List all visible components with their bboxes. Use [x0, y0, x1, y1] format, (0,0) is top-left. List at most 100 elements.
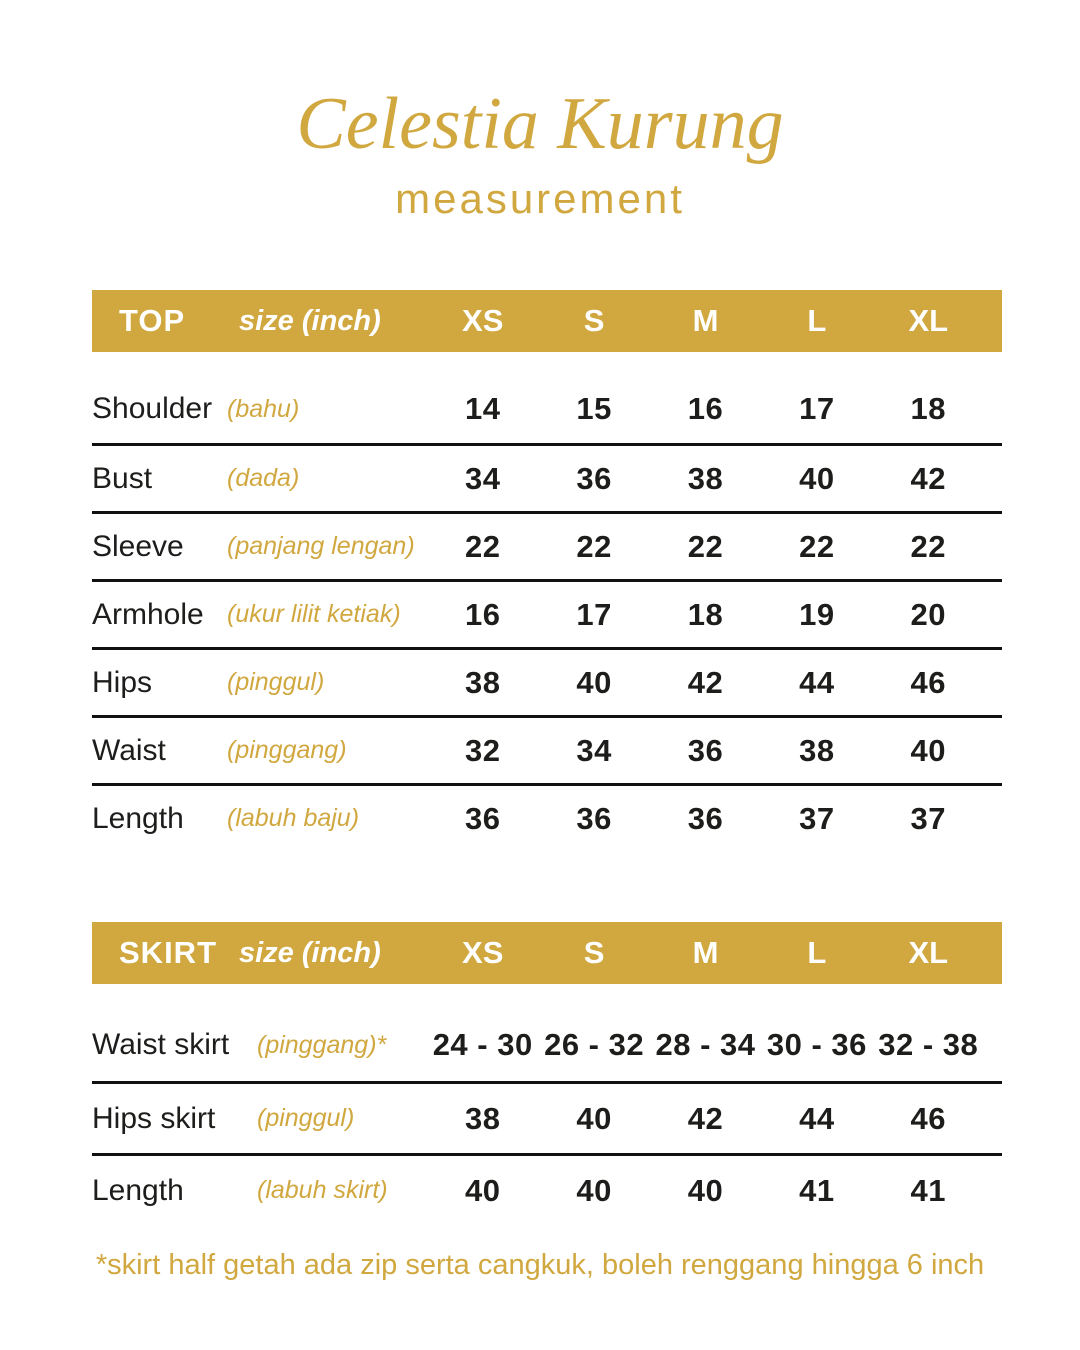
skirt-table-header: SKIRT size (inch) XS S M L XL — [92, 922, 1002, 984]
cell-value: 37 — [910, 800, 947, 836]
skirt-size-col-m: M — [692, 935, 719, 970]
skirt-table-title: SKIRT — [119, 935, 217, 970]
cell-value: 36 — [687, 800, 724, 836]
row-label: Hips — [92, 665, 153, 699]
cell-value: 36 — [687, 732, 724, 768]
row-label: Length — [92, 1173, 184, 1207]
skirt-footnote: *skirt half getah ada zip serta cangkuk,… — [95, 1249, 985, 1281]
top-size-col-m: M — [692, 303, 719, 338]
top-size-col-s: S — [583, 303, 605, 338]
cell-value: 17 — [799, 391, 835, 426]
row-label-malay: (pinggul) — [257, 1104, 355, 1132]
cell-value: 18 — [910, 391, 947, 426]
row-label: Shoulder — [92, 392, 213, 425]
top-table-body: Shoulder (bahu) 14 15 16 17 18 Bust (dad… — [92, 375, 1002, 851]
cell-value: 20 — [910, 596, 947, 632]
cell-value: 46 — [910, 1100, 947, 1136]
skirt-size-col-xs: XS — [462, 935, 504, 970]
cell-value: 22 — [910, 528, 947, 564]
cell-value: 22 — [464, 528, 501, 564]
cell-value: 34 — [464, 460, 501, 496]
cell-value: 38 — [464, 664, 501, 700]
row-label-malay: (pinggul) — [227, 668, 325, 696]
cell-value: 28 - 34 — [655, 1027, 756, 1062]
table-row-waist-skirt: Waist skirt (pinggang)* 24 - 30 26 - 32 … — [92, 1009, 1002, 1081]
row-label-malay: (pinggang)* — [257, 1030, 387, 1059]
page-title: Celestia Kurung — [296, 83, 784, 165]
cell-value: 16 — [464, 596, 501, 632]
cell-value: 30 - 36 — [766, 1027, 867, 1062]
row-label-malay: (panjang lengan) — [227, 532, 415, 560]
top-table-title: TOP — [119, 303, 186, 338]
row-label: Bust — [92, 461, 153, 495]
row-label-malay: (pinggang) — [227, 736, 347, 764]
cell-value: 40 — [910, 732, 947, 768]
cell-value: 19 — [799, 596, 835, 632]
row-label: Sleeve — [92, 529, 184, 563]
top-size-col-xs: XS — [462, 303, 504, 338]
top-table-header: TOP size (inch) XS S M L XL — [92, 290, 1002, 352]
cell-value: 40 — [576, 1100, 612, 1136]
page-header: Celestia Kurung measurement — [0, 0, 1080, 224]
table-row-armhole: Armhole (ukur lilit ketiak) 16 17 18 19 … — [92, 579, 1002, 647]
skirt-size-unit-label: size (inch) — [239, 936, 381, 969]
table-row-hips-skirt: Hips skirt (pinggul) 38 40 42 44 46 — [92, 1081, 1002, 1153]
row-label: Waist — [92, 733, 166, 767]
cell-value: 32 — [464, 732, 501, 768]
row-label-malay: (ukur lilit ketiak) — [227, 600, 401, 628]
row-label-malay: (bahu) — [227, 394, 300, 423]
cell-value: 22 — [799, 528, 835, 564]
row-label: Length — [92, 801, 184, 835]
table-row-shoulder: Shoulder (bahu) 14 15 16 17 18 — [92, 375, 1002, 443]
cell-value: 42 — [687, 664, 724, 700]
cell-value: 32 - 38 — [878, 1027, 979, 1062]
top-measurement-table: TOP size (inch) XS S M L XL Shoulder (ba… — [92, 290, 1002, 851]
cell-value: 40 — [464, 1172, 501, 1208]
cell-value: 40 — [576, 1172, 612, 1208]
cell-value: 46 — [910, 664, 947, 700]
cell-value: 36 — [576, 800, 612, 836]
cell-value: 41 — [799, 1172, 835, 1208]
cell-value: 34 — [576, 732, 612, 768]
cell-value: 18 — [687, 596, 724, 632]
cell-value: 40 — [687, 1172, 724, 1208]
row-label: Armhole — [92, 597, 204, 631]
cell-value: 42 — [687, 1100, 724, 1136]
cell-value: 14 — [464, 391, 501, 426]
table-row-length-skirt: Length (labuh skirt) 40 40 40 41 41 — [92, 1153, 1002, 1225]
skirt-size-col-l: L — [807, 935, 827, 970]
cell-value: 40 — [576, 664, 612, 700]
cell-value: 36 — [464, 800, 501, 836]
top-size-col-l: L — [807, 303, 827, 338]
table-row-hips: Hips (pinggul) 38 40 42 44 46 — [92, 647, 1002, 715]
page-subtitle: measurement — [395, 175, 685, 222]
row-label: Hips skirt — [92, 1101, 216, 1135]
cell-value: 38 — [799, 732, 835, 768]
row-label-malay: (dada) — [227, 464, 300, 492]
cell-value: 42 — [910, 460, 947, 496]
cell-value: 44 — [799, 1100, 835, 1136]
cell-value: 41 — [910, 1172, 947, 1208]
skirt-table-body: Waist skirt (pinggang)* 24 - 30 26 - 32 … — [92, 1009, 1002, 1225]
cell-value: 15 — [576, 391, 612, 426]
cell-value: 22 — [687, 528, 724, 564]
top-size-col-xl: XL — [908, 303, 949, 338]
cell-value: 38 — [464, 1100, 501, 1136]
cell-value: 36 — [576, 460, 612, 496]
row-label: Waist skirt — [92, 1028, 230, 1061]
cell-value: 38 — [687, 460, 724, 496]
top-size-unit-label: size (inch) — [239, 304, 381, 337]
skirt-measurement-table: SKIRT size (inch) XS S M L XL Waist skir… — [92, 922, 1002, 1225]
cell-value: 24 - 30 — [432, 1027, 533, 1062]
cell-value: 16 — [687, 391, 724, 426]
cell-value: 17 — [576, 596, 612, 632]
skirt-size-col-xl: XL — [908, 935, 949, 970]
row-label-malay: (labuh skirt) — [257, 1176, 388, 1204]
row-label-malay: (labuh baju) — [227, 804, 360, 832]
cell-value: 22 — [576, 528, 612, 564]
table-row-sleeve: Sleeve (panjang lengan) 22 22 22 22 22 — [92, 511, 1002, 579]
table-row-waist: Waist (pinggang) 32 34 36 38 40 — [92, 715, 1002, 783]
skirt-size-col-s: S — [583, 935, 605, 970]
cell-value: 44 — [799, 664, 835, 700]
